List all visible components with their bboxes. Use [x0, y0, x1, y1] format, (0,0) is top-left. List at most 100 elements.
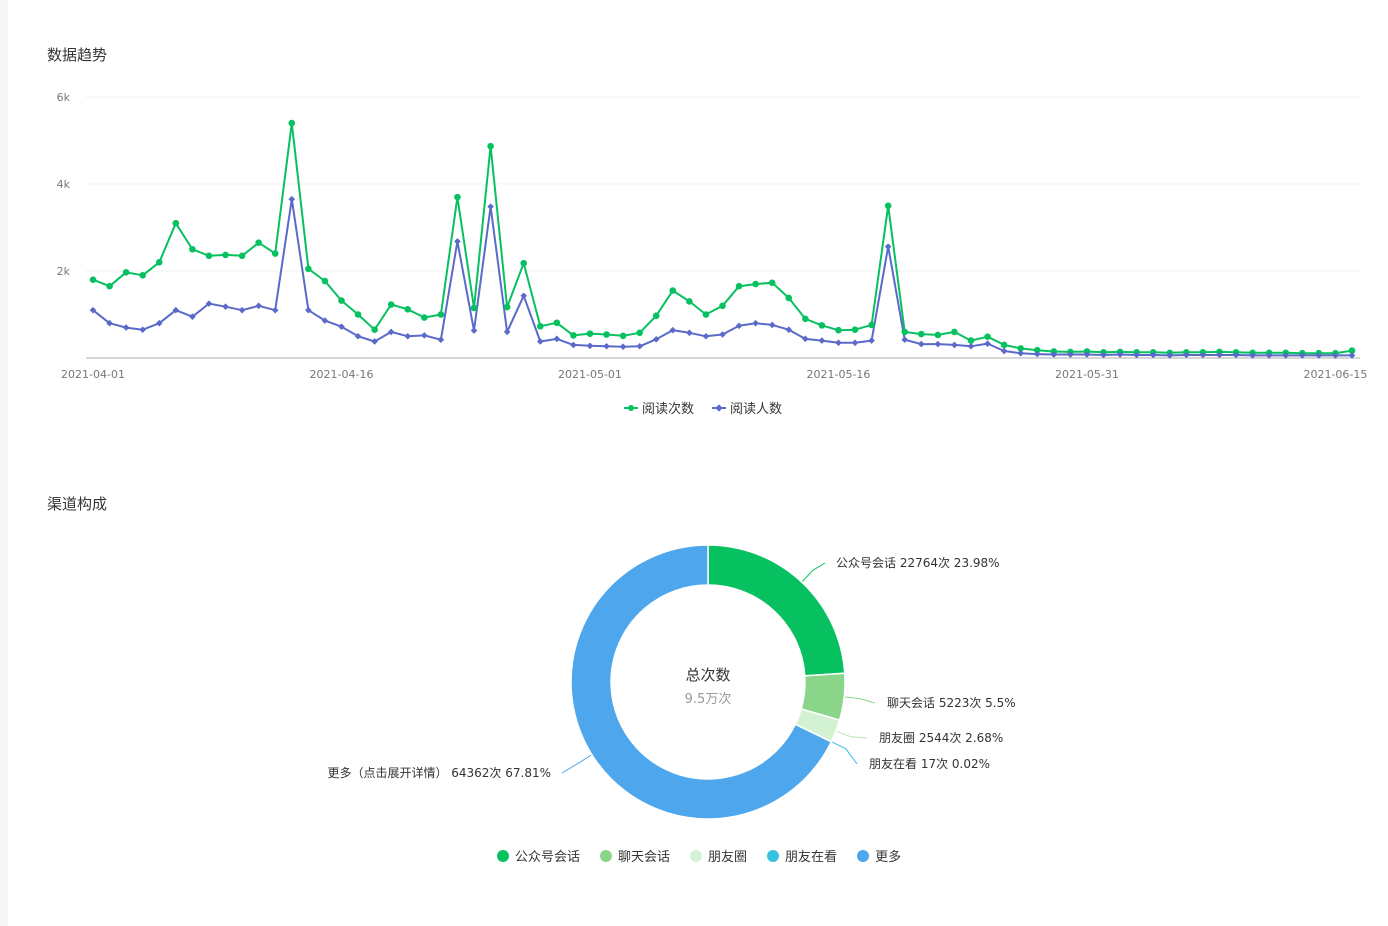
- data-point-readers[interactable]: [354, 332, 362, 340]
- data-point-readers[interactable]: [271, 306, 279, 314]
- data-point-reads[interactable]: [371, 326, 378, 334]
- data-point-reads[interactable]: [387, 301, 395, 308]
- data-point-reads[interactable]: [271, 250, 279, 257]
- data-point-readers[interactable]: [934, 340, 942, 348]
- data-point-reads[interactable]: [404, 305, 412, 313]
- data-point-reads[interactable]: [984, 333, 991, 340]
- data-point-reads[interactable]: [454, 193, 461, 201]
- data-point-reads[interactable]: [951, 328, 958, 336]
- data-point-readers[interactable]: [1017, 349, 1024, 357]
- data-point-reads[interactable]: [735, 282, 743, 290]
- data-point-readers[interactable]: [636, 342, 643, 350]
- data-point-readers[interactable]: [470, 327, 478, 334]
- data-point-readers[interactable]: [735, 322, 743, 330]
- donut-slice[interactable]: [707, 544, 846, 677]
- data-point-reads[interactable]: [619, 332, 627, 340]
- data-point-readers[interactable]: [1183, 351, 1190, 359]
- data-point-reads[interactable]: [553, 319, 561, 327]
- data-point-reads[interactable]: [437, 311, 445, 318]
- data-point-reads[interactable]: [768, 279, 776, 287]
- data-point-readers[interactable]: [818, 337, 826, 344]
- data-point-readers[interactable]: [669, 326, 677, 334]
- data-point-readers[interactable]: [1100, 351, 1107, 359]
- data-point-reads[interactable]: [155, 259, 163, 266]
- data-point-readers[interactable]: [106, 319, 113, 327]
- data-point-readers[interactable]: [917, 340, 925, 348]
- data-point-reads[interactable]: [321, 277, 329, 285]
- data-point-readers[interactable]: [951, 341, 958, 349]
- data-point-readers[interactable]: [222, 303, 229, 310]
- data-point-reads[interactable]: [669, 287, 677, 294]
- data-point-readers[interactable]: [835, 339, 842, 347]
- data-point-readers[interactable]: [421, 332, 428, 339]
- data-point-reads[interactable]: [106, 282, 113, 290]
- legend-item-channel[interactable]: 朋友在看: [767, 846, 837, 865]
- data-point-reads[interactable]: [802, 315, 809, 323]
- data-point-readers[interactable]: [1000, 347, 1008, 355]
- data-point-readers[interactable]: [1067, 351, 1074, 358]
- data-point-readers[interactable]: [984, 340, 991, 347]
- data-point-readers[interactable]: [702, 332, 710, 340]
- data-point-readers[interactable]: [586, 342, 594, 350]
- data-point-readers[interactable]: [553, 335, 561, 343]
- data-point-readers[interactable]: [122, 324, 130, 331]
- data-point-readers[interactable]: [1166, 352, 1174, 359]
- data-point-readers[interactable]: [404, 332, 412, 340]
- data-point-readers[interactable]: [536, 338, 544, 345]
- data-point-readers[interactable]: [967, 342, 975, 350]
- data-point-readers[interactable]: [1249, 352, 1256, 359]
- data-point-readers[interactable]: [768, 321, 776, 329]
- data-point-readers[interactable]: [371, 338, 378, 345]
- data-point-reads[interactable]: [702, 311, 710, 318]
- data-point-readers[interactable]: [1116, 351, 1124, 358]
- data-point-reads[interactable]: [934, 331, 942, 339]
- data-point-readers[interactable]: [238, 306, 246, 314]
- legend-item-channel[interactable]: 更多: [857, 846, 901, 865]
- data-point-readers[interactable]: [172, 306, 180, 314]
- data-point-reads[interactable]: [884, 202, 892, 210]
- data-point-reads[interactable]: [636, 329, 643, 337]
- data-point-reads[interactable]: [570, 332, 577, 339]
- data-point-readers[interactable]: [686, 329, 693, 337]
- data-point-reads[interactable]: [835, 326, 842, 334]
- data-point-reads[interactable]: [205, 252, 213, 260]
- data-point-readers[interactable]: [603, 342, 610, 350]
- data-point-readers[interactable]: [868, 337, 875, 344]
- legend-item-channel[interactable]: 公众号会话: [497, 846, 580, 865]
- legend-item-channel[interactable]: 聊天会话: [600, 846, 670, 865]
- data-point-readers[interactable]: [139, 326, 146, 334]
- data-point-reads[interactable]: [354, 311, 362, 318]
- data-point-readers[interactable]: [255, 302, 262, 310]
- data-point-reads[interactable]: [868, 321, 875, 329]
- data-point-reads[interactable]: [1000, 341, 1008, 349]
- data-point-reads[interactable]: [1348, 347, 1356, 354]
- data-point-reads[interactable]: [189, 245, 196, 253]
- data-point-reads[interactable]: [255, 239, 262, 247]
- data-point-readers[interactable]: [1133, 351, 1140, 359]
- data-point-reads[interactable]: [917, 330, 925, 338]
- data-point-reads[interactable]: [139, 272, 146, 279]
- data-point-reads[interactable]: [1017, 345, 1024, 352]
- data-point-readers[interactable]: [1232, 351, 1240, 359]
- data-point-reads[interactable]: [222, 251, 229, 259]
- data-point-readers[interactable]: [487, 203, 494, 210]
- data-point-readers[interactable]: [155, 319, 163, 327]
- data-point-readers[interactable]: [1050, 351, 1058, 358]
- data-point-reads[interactable]: [785, 294, 793, 302]
- data-point-readers[interactable]: [1033, 350, 1041, 358]
- legend-item-readers[interactable]: 阅读人数: [712, 398, 782, 417]
- data-point-reads[interactable]: [752, 280, 759, 288]
- data-point-reads[interactable]: [520, 259, 528, 267]
- data-point-readers[interactable]: [1299, 352, 1306, 359]
- legend-item-reads[interactable]: 阅读次数: [624, 398, 694, 417]
- data-point-readers[interactable]: [652, 335, 660, 343]
- data-point-reads[interactable]: [122, 269, 130, 276]
- donut-slice[interactable]: [570, 544, 833, 820]
- data-point-reads[interactable]: [686, 298, 693, 305]
- data-point-readers[interactable]: [851, 339, 859, 347]
- data-point-readers[interactable]: [1199, 351, 1207, 359]
- data-point-reads[interactable]: [851, 326, 859, 334]
- data-point-readers[interactable]: [305, 306, 312, 314]
- data-point-readers[interactable]: [752, 319, 759, 327]
- data-point-reads[interactable]: [487, 142, 494, 150]
